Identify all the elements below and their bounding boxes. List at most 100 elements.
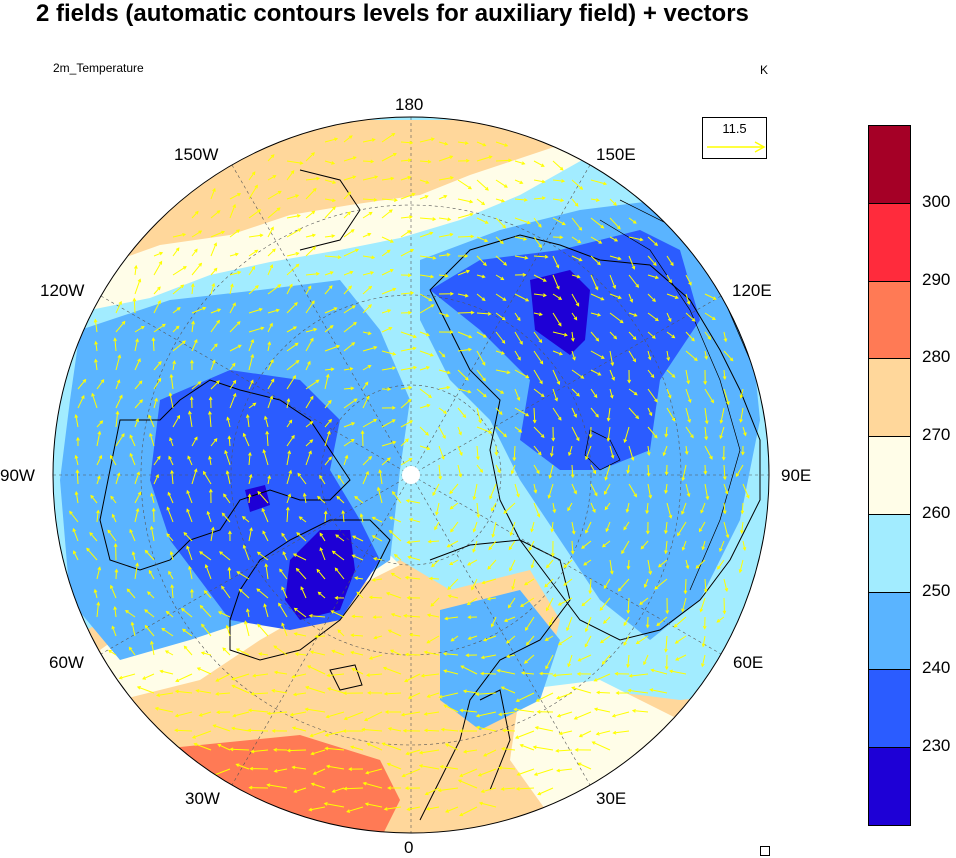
wind-vector-head	[662, 452, 667, 457]
wind-vector	[372, 578, 383, 581]
wind-vector-head	[559, 235, 564, 240]
wind-vector	[675, 635, 687, 644]
wind-vector-head	[667, 318, 672, 323]
wind-vector-head	[388, 209, 393, 213]
wind-vector-head	[341, 509, 346, 514]
wind-vector-head	[249, 766, 254, 771]
wind-vector	[388, 629, 402, 637]
wind-vector-head	[137, 278, 142, 283]
wind-vector-head	[424, 195, 429, 199]
wind-vector	[386, 592, 402, 599]
wind-vector-head	[381, 742, 386, 746]
wind-vector	[495, 350, 505, 355]
wind-vector-head	[297, 472, 302, 477]
wind-vector-head	[404, 575, 409, 580]
wind-vector-head	[295, 359, 300, 364]
wind-vector-head	[388, 327, 393, 331]
wind-vector	[609, 236, 618, 242]
wind-vector-head	[484, 220, 489, 224]
wind-vector-head	[523, 581, 528, 586]
wind-vector-head	[497, 766, 502, 770]
wind-vector-head	[391, 419, 396, 423]
wind-vector	[495, 274, 504, 281]
wind-vector	[514, 198, 527, 201]
wind-vector-head	[568, 452, 572, 457]
wind-vector	[286, 420, 293, 428]
wind-vector	[514, 369, 529, 379]
wind-vector	[533, 445, 542, 456]
wind-vector-head	[626, 664, 630, 669]
wind-vector-head	[724, 587, 729, 593]
wind-vector-head	[181, 628, 186, 633]
wind-vector	[201, 624, 212, 637]
wind-vector	[305, 300, 315, 314]
wind-vector	[265, 564, 269, 580]
wind-vector-head	[131, 551, 136, 556]
wind-vector	[362, 728, 383, 732]
wind-vector	[567, 502, 573, 511]
wind-vector	[700, 597, 706, 612]
wind-vector	[552, 407, 562, 421]
wind-vector-head	[124, 610, 129, 614]
wind-vector	[210, 243, 217, 257]
wind-vector-head	[445, 809, 450, 813]
wind-vector-head	[425, 332, 430, 337]
wind-vector	[438, 464, 441, 480]
wind-vector	[142, 673, 155, 680]
wind-vector	[590, 464, 596, 474]
wind-vector	[242, 516, 250, 523]
wind-vector	[257, 624, 269, 637]
wind-vector-head	[235, 648, 240, 652]
wind-vector	[450, 521, 459, 532]
wind-vector	[552, 255, 559, 268]
wind-vector-head	[311, 210, 316, 215]
wind-vector-head	[138, 380, 143, 385]
wind-vector-head	[577, 657, 582, 662]
wind-vector-head	[199, 551, 203, 555]
wind-vector-head	[310, 751, 315, 756]
wind-vector	[594, 673, 611, 682]
wind-vector-head	[693, 357, 698, 362]
wind-vector	[382, 742, 402, 751]
wind-vector-head	[350, 386, 355, 391]
wind-vector	[487, 559, 497, 570]
wind-vector	[552, 198, 564, 202]
wind-vector-head	[647, 356, 652, 361]
wind-vector	[476, 692, 497, 695]
wind-vector	[73, 550, 79, 561]
wind-vector-head	[367, 364, 372, 369]
wind-vector	[742, 483, 750, 498]
wind-vector	[248, 308, 263, 314]
wind-vector	[419, 331, 430, 336]
wind-vector	[335, 534, 345, 542]
wind-vector	[196, 690, 212, 694]
wind-vector	[236, 763, 250, 770]
wind-vector-head	[315, 379, 320, 384]
page-title: 2 fields (automatic contours levels for …	[36, 0, 749, 27]
wind-vector	[286, 494, 291, 504]
wind-vector	[476, 255, 487, 266]
wind-vector	[571, 217, 582, 231]
wind-vector	[419, 138, 435, 143]
pole-marker	[402, 466, 420, 484]
wind-vector-head	[235, 763, 240, 768]
wind-vector-head	[701, 663, 705, 668]
wind-vector-head	[491, 533, 496, 538]
wind-vector-head	[707, 336, 711, 340]
wind-vector-head	[508, 158, 513, 163]
wind-vector	[96, 476, 101, 485]
wind-vector	[628, 445, 634, 461]
wind-vector-head	[631, 708, 636, 713]
wind-vector	[504, 616, 516, 622]
wind-vector	[476, 198, 485, 205]
wind-vector-head	[478, 801, 483, 806]
wind-vector-head	[686, 493, 691, 498]
wind-vector	[389, 516, 402, 523]
wind-vector	[506, 654, 516, 658]
wind-vector	[96, 431, 101, 447]
wind-vector-head	[293, 607, 298, 612]
wind-vector	[628, 293, 633, 303]
wind-vector-head	[442, 651, 447, 656]
wind-vector	[229, 344, 242, 352]
wind-vector-head	[241, 516, 246, 520]
